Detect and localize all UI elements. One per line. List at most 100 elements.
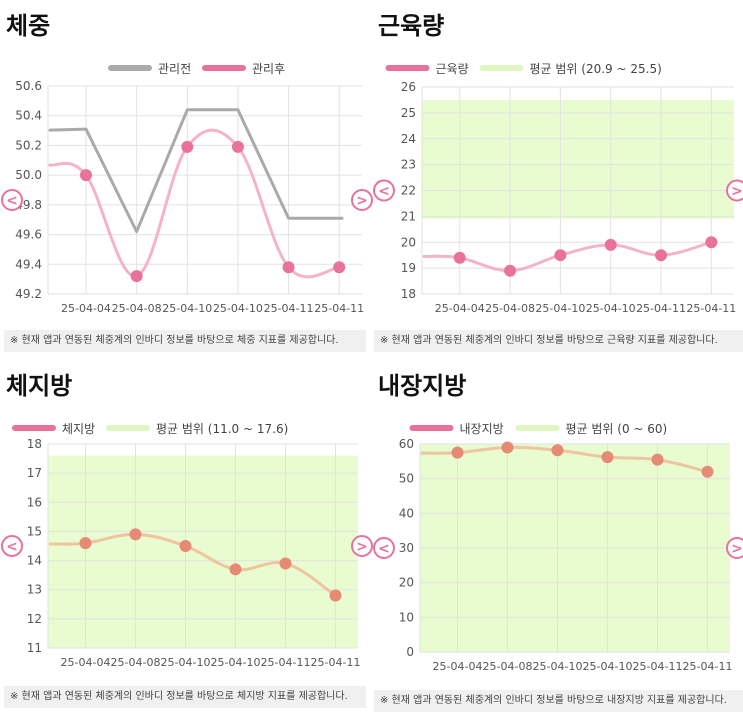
legend-label: 체지방 xyxy=(62,422,95,436)
nav-next-label[interactable]: > xyxy=(356,193,368,209)
data-point xyxy=(701,465,714,478)
data-point xyxy=(604,238,617,251)
x-tick-label: 25-04-08 xyxy=(112,302,162,315)
y-tick-label: 16 xyxy=(27,495,42,509)
legend-swatch xyxy=(515,425,560,431)
y-tick-label: 21 xyxy=(401,209,416,223)
legend-swatch xyxy=(108,65,152,71)
nav-prev-button[interactable]: < xyxy=(373,179,395,202)
x-tick-label: 25-04-10 xyxy=(535,302,585,315)
y-tick-label: 50.0 xyxy=(15,168,42,182)
y-tick-label: 30 xyxy=(399,541,414,555)
y-tick-label: 23 xyxy=(401,158,416,172)
nav-next-label[interactable]: > xyxy=(731,541,743,557)
y-tick-label: 24 xyxy=(401,132,416,146)
nav-next-ring[interactable] xyxy=(726,179,743,202)
nav-next-button[interactable]: > xyxy=(726,537,743,559)
y-tick-label: 50 xyxy=(399,472,414,486)
x-tick-label: 25-04-08 xyxy=(483,660,533,673)
y-tick-label: 14 xyxy=(27,554,42,568)
nav-prev-label[interactable]: < xyxy=(6,193,18,209)
nav-prev-ring[interactable] xyxy=(373,537,395,559)
nav-next-ring[interactable] xyxy=(351,189,373,211)
y-tick-label: 22 xyxy=(401,184,416,198)
data-point xyxy=(501,441,514,454)
y-tick-label: 0 xyxy=(406,645,414,659)
y-tick-label: 10 xyxy=(399,610,414,624)
nav-next-label[interactable]: > xyxy=(356,539,368,555)
x-tick-label: 25-04-08 xyxy=(111,656,161,669)
nav-prev-button[interactable]: < xyxy=(373,537,395,559)
y-tick-label: 20 xyxy=(399,576,414,590)
data-point xyxy=(329,589,342,602)
nav-next-button[interactable]: > xyxy=(351,189,373,211)
data-point xyxy=(554,249,567,262)
x-tick-label: 25-04-11 xyxy=(636,302,686,315)
y-tick-label: 60 xyxy=(399,437,414,451)
series-line-2 xyxy=(48,128,341,279)
legend-swatch xyxy=(202,65,246,71)
legend-label: 평균 범위 (20.9 ~ 25.5) xyxy=(530,62,662,76)
nav-next-ring[interactable] xyxy=(351,535,373,557)
y-tick-label: 18 xyxy=(27,437,42,451)
nav-prev-label[interactable]: < xyxy=(378,184,390,200)
y-tick-label: 19 xyxy=(401,261,416,275)
data-point xyxy=(333,261,346,274)
weight-chart: 49.249.449.649.850.050.250.450.625-04-04… xyxy=(1,62,373,315)
x-tick-label: 25-04-11 xyxy=(261,656,311,669)
nav-prev-label[interactable]: < xyxy=(378,541,390,557)
nav-next-ring[interactable] xyxy=(726,537,743,559)
normal-range-band xyxy=(48,455,358,648)
legend-swatch xyxy=(106,425,150,431)
nav-prev-button[interactable]: < xyxy=(1,189,23,211)
y-tick-label: 26 xyxy=(401,80,416,94)
data-point xyxy=(655,249,668,262)
data-point xyxy=(231,140,244,153)
legend-label: 평균 범위 (0 ~ 60) xyxy=(566,422,668,436)
data-point xyxy=(79,169,92,182)
y-tick-label: 49.2 xyxy=(15,287,42,301)
nav-prev-ring[interactable] xyxy=(1,189,23,211)
data-point xyxy=(601,451,614,464)
legend-swatch xyxy=(385,65,430,71)
x-tick-label: 25-04-10 xyxy=(211,656,261,669)
nav-prev-ring[interactable] xyxy=(373,179,395,202)
y-tick-label: 50.2 xyxy=(15,138,42,152)
nav-next-label[interactable]: > xyxy=(731,184,743,200)
y-tick-label: 17 xyxy=(27,466,42,480)
legend-label: 내장지방 xyxy=(460,422,504,436)
y-tick-label: 50.4 xyxy=(15,109,42,123)
x-tick-label: 25-04-08 xyxy=(485,302,535,315)
y-tick-label: 20 xyxy=(401,235,416,249)
x-tick-label: 25-04-11 xyxy=(264,302,314,315)
x-tick-label: 25-04-10 xyxy=(161,656,211,669)
nav-prev-button[interactable]: < xyxy=(1,535,23,557)
nav-next-button[interactable]: > xyxy=(351,535,373,557)
x-tick-label: 25-04-10 xyxy=(583,660,633,673)
y-tick-label: 18 xyxy=(401,287,416,301)
data-point xyxy=(130,270,143,283)
visceral-note: ※ 현재 앱과 연동된 체중계의 인바디 정보를 바탕으로 내장지방 지표를 제… xyxy=(374,690,743,712)
weight-title: 체중 xyxy=(6,12,51,40)
nav-next-button[interactable]: > xyxy=(726,179,743,202)
nav-prev-label[interactable]: < xyxy=(6,539,18,555)
data-point xyxy=(179,540,192,552)
data-point xyxy=(181,140,194,153)
fat-note: ※ 현재 앱과 연동된 체중계의 인바디 정보를 바탕으로 체지방 지표를 제공… xyxy=(4,686,366,708)
x-tick-label: 25-04-10 xyxy=(533,660,583,673)
x-tick-label: 25-04-11 xyxy=(311,656,361,669)
visceral-title: 내장지방 xyxy=(378,372,467,400)
y-tick-label: 25 xyxy=(401,106,416,120)
data-point xyxy=(705,236,718,249)
nav-prev-ring[interactable] xyxy=(1,535,23,557)
weight-note: ※ 현재 앱과 연동된 체중계의 인바디 정보를 바탕으로 체중 지표를 제공합… xyxy=(4,330,366,352)
series-line-1 xyxy=(48,108,344,234)
legend-label: 관리전 xyxy=(158,62,191,76)
data-point xyxy=(129,528,142,541)
data-point xyxy=(551,444,564,457)
data-point xyxy=(504,264,517,277)
x-tick-label: 25-04-04 xyxy=(433,660,483,673)
x-tick-label: 25-04-10 xyxy=(162,302,212,315)
y-tick-label: 50.6 xyxy=(15,79,42,93)
